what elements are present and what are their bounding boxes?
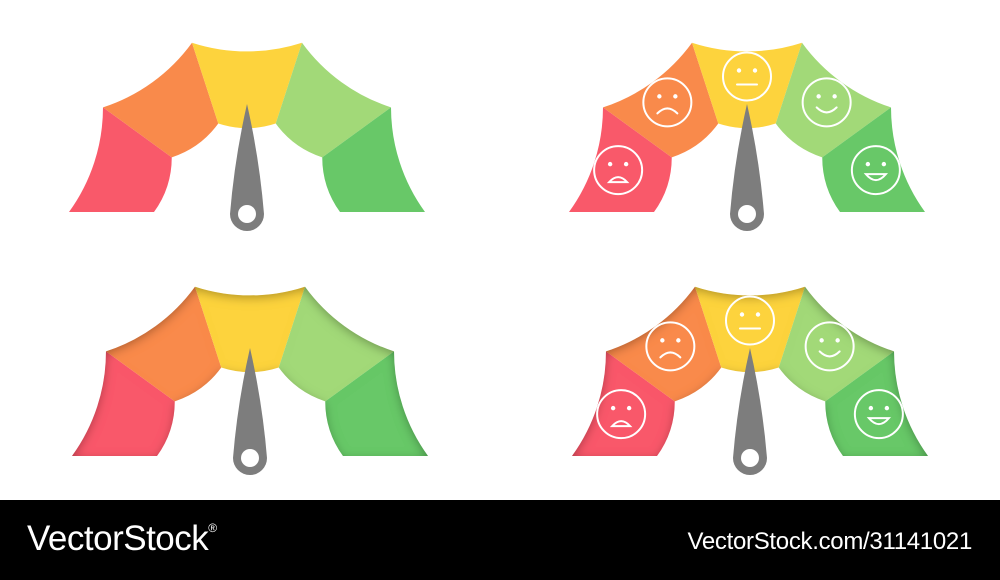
gauge-4-shadowed-with-faces bbox=[572, 286, 928, 475]
smiling-face-icon bbox=[801, 77, 852, 128]
gauge-2-with-faces bbox=[569, 42, 925, 231]
segment-green bbox=[322, 107, 425, 212]
gauge-illustration bbox=[69, 42, 928, 475]
needle-hub bbox=[738, 205, 756, 223]
footer-bar: VectorStock® VectorStock.com/31141021 bbox=[0, 500, 1000, 580]
smiling-face-icon bbox=[804, 321, 855, 372]
brand-name: VectorStock bbox=[27, 519, 209, 558]
segment-green bbox=[825, 351, 928, 456]
gauge-arc bbox=[569, 42, 925, 212]
segment-light-green bbox=[278, 286, 395, 402]
segment-orange bbox=[102, 42, 219, 158]
needle bbox=[733, 348, 767, 475]
sad-face-icon bbox=[593, 145, 644, 196]
frowning-face-icon bbox=[645, 321, 696, 372]
needle-hub bbox=[241, 449, 259, 467]
sad-face-icon bbox=[596, 389, 647, 440]
segment-light-green bbox=[778, 286, 895, 402]
segment-red bbox=[569, 107, 672, 212]
brand-logo: VectorStock® bbox=[27, 519, 217, 559]
needle bbox=[233, 348, 267, 475]
segment-green bbox=[325, 351, 428, 456]
segment-light-green bbox=[775, 42, 892, 158]
segment-orange bbox=[605, 286, 722, 402]
needle-hub bbox=[238, 205, 256, 223]
gauge-arc bbox=[69, 42, 425, 212]
happy-face-icon bbox=[853, 389, 904, 440]
needle bbox=[230, 104, 264, 231]
stock-id: VectorStock.com/31141021 bbox=[687, 528, 972, 555]
segment-green bbox=[822, 107, 925, 212]
segment-red bbox=[572, 351, 675, 456]
segment-yellow bbox=[194, 286, 306, 373]
segment-yellow bbox=[191, 42, 303, 129]
needle bbox=[730, 104, 764, 231]
frowning-face-icon bbox=[642, 77, 693, 128]
segment-light-green bbox=[275, 42, 392, 158]
segment-orange bbox=[602, 42, 719, 158]
neutral-face-icon bbox=[725, 295, 775, 346]
needle-hub bbox=[741, 449, 759, 467]
neutral-face-icon bbox=[722, 51, 772, 102]
happy-face-icon bbox=[850, 145, 901, 196]
gauge-3-shadowed bbox=[72, 286, 428, 475]
segment-orange bbox=[105, 286, 222, 402]
gauge-arc bbox=[72, 286, 428, 456]
segment-red bbox=[72, 351, 175, 456]
brand-mark: ® bbox=[208, 521, 217, 535]
segment-red bbox=[69, 107, 172, 212]
gauge-1 bbox=[69, 42, 425, 231]
